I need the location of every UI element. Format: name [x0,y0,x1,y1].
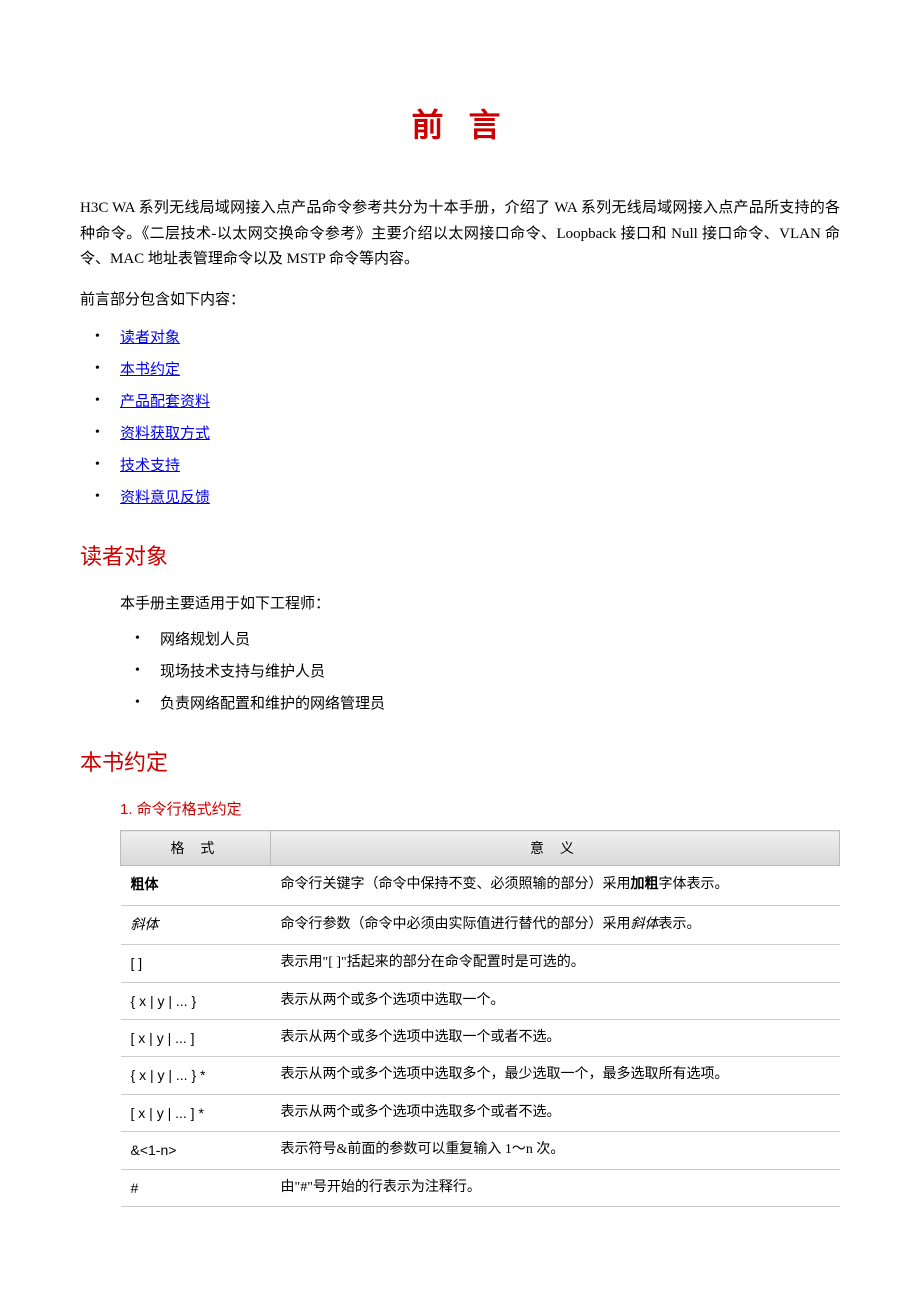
page-title: 前 言 [80,100,840,151]
table-row: { x | y | ... } * 表示从两个或多个选项中选取多个，最少选取一个… [121,1057,840,1094]
table-row: [ x | y | ... ] 表示从两个或多个选项中选取一个或者不选。 [121,1020,840,1057]
table-row: # 由"#"号开始的行表示为注释行。 [121,1169,840,1206]
col-header-format: 格 式 [121,831,271,866]
toc-link-resources[interactable]: 产品配套资料 [120,394,210,410]
toc-link-audience[interactable]: 读者对象 [120,330,180,346]
cell-meaning: 由"#"号开始的行表示为注释行。 [271,1169,840,1206]
cell-meaning: 表示从两个或多个选项中选取一个。 [271,982,840,1019]
heading-audience: 读者对象 [80,539,840,574]
cell-format: # [121,1169,271,1206]
toc-item: 本书约定 [80,354,840,386]
col-header-meaning: 意 义 [271,831,840,866]
toc-item: 资料意见反馈 [80,482,840,514]
list-item: 网络规划人员 [120,624,840,656]
toc-link-feedback[interactable]: 资料意见反馈 [120,490,210,506]
toc-link-conventions[interactable]: 本书约定 [120,362,180,378]
cell-format: &<1-n> [121,1132,271,1169]
table-row: &<1-n> 表示符号&前面的参数可以重复输入 1～n 次。 [121,1132,840,1169]
toc-item: 资料获取方式 [80,418,840,450]
table-row: 粗体 命令行关键字（命令中保持不变、必须照输的部分）采用加粗字体表示。 [121,866,840,905]
list-item: 现场技术支持与维护人员 [120,656,840,688]
cell-meaning: 表示符号&前面的参数可以重复输入 1～n 次。 [271,1132,840,1169]
cell-meaning: 命令行关键字（命令中保持不变、必须照输的部分）采用加粗字体表示。 [271,866,840,905]
intro-paragraph: H3C WA 系列无线局域网接入点产品命令参考共分为十本手册，介绍了 WA 系列… [80,196,840,273]
cell-format: [ ] [121,945,271,982]
toc-item: 读者对象 [80,322,840,354]
cell-meaning: 表示从两个或多个选项中选取多个或者不选。 [271,1094,840,1131]
cell-meaning: 命令行参数（命令中必须由实际值进行替代的部分）采用斜体表示。 [271,905,840,944]
cell-meaning: 表示从两个或多个选项中选取多个，最少选取一个，最多选取所有选项。 [271,1057,840,1094]
cell-format: { x | y | ... } [121,982,271,1019]
toc-link-acquisition[interactable]: 资料获取方式 [120,426,210,442]
table-row: 斜体 命令行参数（命令中必须由实际值进行替代的部分）采用斜体表示。 [121,905,840,944]
audience-intro: 本手册主要适用于如下工程师： [80,592,840,616]
cell-meaning: 表示从两个或多个选项中选取一个或者不选。 [271,1020,840,1057]
toc-item: 技术支持 [80,450,840,482]
cell-format: { x | y | ... } * [121,1057,271,1094]
table-body: 粗体 命令行关键字（命令中保持不变、必须照输的部分）采用加粗字体表示。 斜体 命… [121,866,840,1207]
table-header-row: 格 式 意 义 [121,831,840,866]
toc-item: 产品配套资料 [80,386,840,418]
table-title: 1. 命令行格式约定 [120,798,840,822]
cell-format: 粗体 [121,866,271,905]
audience-list: 网络规划人员 现场技术支持与维护人员 负责网络配置和维护的网络管理员 [120,624,840,720]
cell-format: [ x | y | ... ] [121,1020,271,1057]
table-row: [ x | y | ... ] * 表示从两个或多个选项中选取多个或者不选。 [121,1094,840,1131]
toc-list: 读者对象 本书约定 产品配套资料 资料获取方式 技术支持 资料意见反馈 [80,322,840,514]
toc-link-support[interactable]: 技术支持 [120,458,180,474]
table-row: { x | y | ... } 表示从两个或多个选项中选取一个。 [121,982,840,1019]
cell-format: 斜体 [121,905,271,944]
table-row: [ ] 表示用"[ ]"括起来的部分在命令配置时是可选的。 [121,945,840,982]
cell-meaning: 表示用"[ ]"括起来的部分在命令配置时是可选的。 [271,945,840,982]
conventions-table: 格 式 意 义 粗体 命令行关键字（命令中保持不变、必须照输的部分）采用加粗字体… [120,830,840,1207]
heading-conventions: 本书约定 [80,745,840,780]
list-item: 负责网络配置和维护的网络管理员 [120,688,840,720]
sub-intro-paragraph: 前言部分包含如下内容： [80,288,840,312]
cell-format: [ x | y | ... ] * [121,1094,271,1131]
